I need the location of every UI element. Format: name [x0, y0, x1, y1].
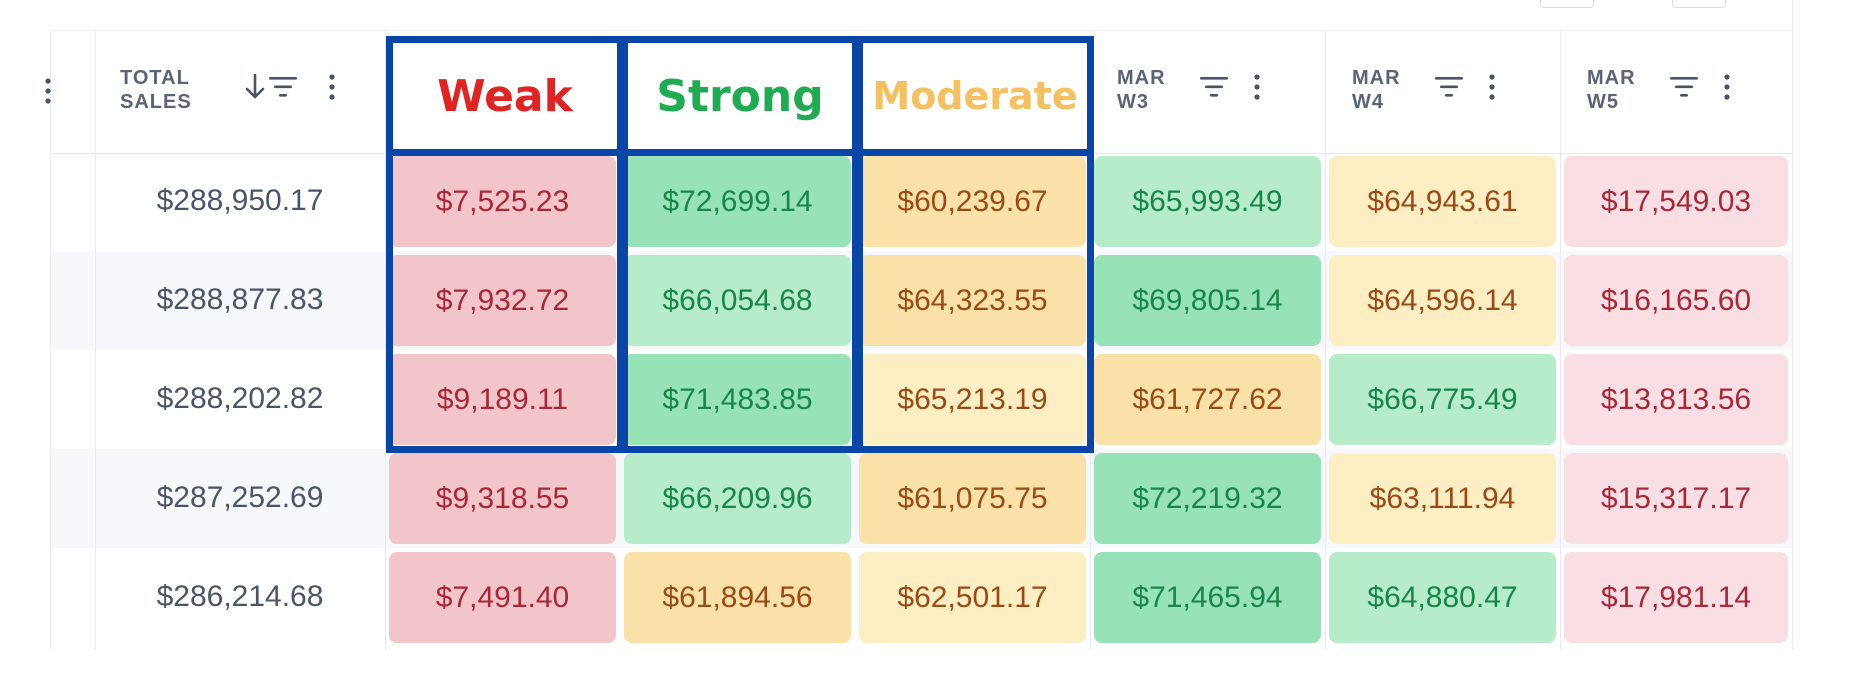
- heatmap-cell[interactable]: $64,323.55: [859, 255, 1086, 346]
- heatmap-cell[interactable]: $69,805.14: [1094, 255, 1321, 346]
- column-header-label: MAR W5: [1587, 67, 1636, 113]
- total-sales-value: $286,214.68: [156, 579, 324, 613]
- heatmap-cell[interactable]: $64,596.14: [1329, 255, 1556, 346]
- column-divider: [1560, 30, 1561, 650]
- heatmap-cell[interactable]: $9,318.55: [389, 453, 616, 544]
- column-divider: [95, 30, 96, 650]
- heatmap-cell[interactable]: $66,209.96: [624, 453, 851, 544]
- heatmap-cell[interactable]: $17,549.03: [1564, 156, 1788, 247]
- annotation-label-weak: Weak: [437, 70, 573, 122]
- column-header-actions: [1200, 74, 1260, 104]
- heatmap-cell[interactable]: $64,880.47: [1329, 552, 1556, 643]
- annotation-label-strong: Strong: [656, 70, 824, 122]
- column-header-w4[interactable]: MAR W4: [1325, 30, 1560, 152]
- heatmap-cell[interactable]: $72,699.14: [624, 156, 851, 247]
- filter-icon[interactable]: [269, 76, 297, 102]
- heatmap-cell[interactable]: $71,483.85: [624, 354, 851, 445]
- column-header-label: TOTAL SALES: [120, 67, 192, 113]
- heatmap-cell[interactable]: $61,894.56: [624, 552, 851, 643]
- annotation-column-box: [621, 149, 859, 453]
- heatmap-cell[interactable]: $9,189.11: [389, 354, 616, 445]
- heatmap-cell[interactable]: $65,213.19: [859, 354, 1086, 445]
- total-sales-value: $288,877.83: [156, 282, 324, 316]
- column-header-label: MAR W3: [1117, 67, 1166, 113]
- filter-icon[interactable]: [1200, 76, 1228, 102]
- total-sales-value: $288,950.17: [156, 183, 324, 217]
- heatmap-cell[interactable]: $7,525.23: [389, 156, 616, 247]
- heatmap-cell[interactable]: $66,775.49: [1329, 354, 1556, 445]
- heatmap-cell[interactable]: $15,317.17: [1564, 453, 1788, 544]
- column-header-actions: [1670, 74, 1730, 104]
- column-header-label: MAR W4: [1352, 67, 1401, 113]
- more-options-icon[interactable]: [1724, 74, 1730, 104]
- heatmap-cell[interactable]: $65,993.49: [1094, 156, 1321, 247]
- column-header-actions: [245, 73, 335, 104]
- heatmap-cell[interactable]: $60,239.67: [859, 156, 1086, 247]
- scroll-indicator: [1672, 0, 1726, 8]
- column-divider: [385, 30, 386, 650]
- column-divider: [1325, 30, 1326, 650]
- column-header-w5[interactable]: MAR W5: [1560, 30, 1792, 152]
- heatmap-cell[interactable]: $17,981.14: [1564, 552, 1788, 643]
- scroll-indicator: [1540, 0, 1594, 8]
- heatmap-cell[interactable]: $7,491.40: [389, 552, 616, 643]
- column-divider: [50, 30, 51, 650]
- heatmap-cell[interactable]: $7,932.72: [389, 255, 616, 346]
- table-right-edge: [1792, 0, 1793, 650]
- column-header-actions: [1435, 74, 1495, 104]
- total-sales-value: $288,202.82: [156, 381, 324, 415]
- annotation-column-box: [856, 149, 1094, 453]
- annotation-header-box: Strong: [621, 36, 859, 156]
- annotation-header-box: Moderate: [856, 36, 1094, 156]
- column-header-total_sales[interactable]: TOTAL SALES: [95, 30, 385, 152]
- heatmap-cell[interactable]: $62,501.17: [859, 552, 1086, 643]
- more-options-icon[interactable]: [1254, 74, 1260, 104]
- heatmap-cell[interactable]: $66,054.68: [624, 255, 851, 346]
- heatmap-cell[interactable]: $61,075.75: [859, 453, 1086, 544]
- annotation-label-moderate: Moderate: [872, 74, 1078, 118]
- filter-icon[interactable]: [1435, 76, 1463, 102]
- total-sales-value: $287,252.69: [156, 480, 324, 514]
- heatmap-cell[interactable]: $61,727.62: [1094, 354, 1321, 445]
- column-header-w3[interactable]: MAR W3: [1090, 30, 1325, 152]
- annotation-header-box: Weak: [386, 36, 624, 156]
- more-options-icon[interactable]: [45, 78, 51, 108]
- heatmap-cell[interactable]: $13,813.56: [1564, 354, 1788, 445]
- heatmap-cell[interactable]: $64,943.61: [1329, 156, 1556, 247]
- annotation-column-box: [386, 149, 624, 453]
- heatmap-cell[interactable]: $63,111.94: [1329, 453, 1556, 544]
- filter-icon[interactable]: [1670, 76, 1698, 102]
- heatmap-cell[interactable]: $72,219.32: [1094, 453, 1321, 544]
- heatmap-cell[interactable]: $16,165.60: [1564, 255, 1788, 346]
- more-options-icon[interactable]: [1489, 74, 1495, 104]
- heatmap-cell[interactable]: $71,465.94: [1094, 552, 1321, 643]
- sort-descending-icon[interactable]: [245, 73, 265, 104]
- more-options-icon[interactable]: [329, 74, 335, 104]
